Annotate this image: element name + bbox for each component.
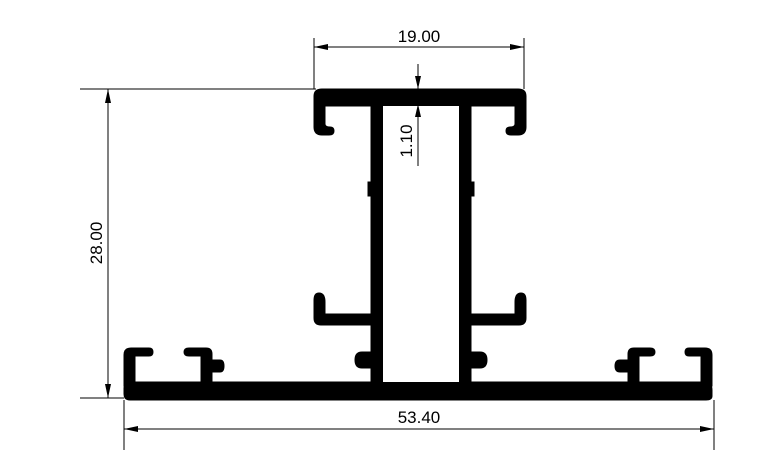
top-right-hook [505,99,527,136]
left-inner-hook [183,347,225,387]
height-label: 28.00 [87,222,106,265]
left-outer-lip [123,347,154,387]
dimension-top-width: 19.00 [313,27,525,89]
left-stud [354,351,376,369]
tube-right-wall [458,103,472,387]
top-cap [313,88,527,107]
dimension-wall-thickness: 1.10 [397,64,421,166]
middle-right-arm [466,292,527,326]
tube-hollow [383,106,459,382]
right-wall-notch-upper [467,181,475,197]
top-width-label: 19.00 [398,27,441,46]
tube-left-wall [370,103,384,387]
extrusion-profile [123,88,713,401]
right-stud [466,351,488,369]
base-width-label: 53.40 [398,408,441,427]
left-wall-notch-upper [367,181,375,197]
right-inner-hook [614,347,656,387]
right-outer-lip [684,347,713,387]
dimension-base-width: 53.40 [123,400,715,450]
dimension-height: 28.00 [80,88,316,399]
middle-left-arm [313,292,376,326]
top-left-hook [313,99,335,136]
wall-thickness-label: 1.10 [397,124,416,157]
